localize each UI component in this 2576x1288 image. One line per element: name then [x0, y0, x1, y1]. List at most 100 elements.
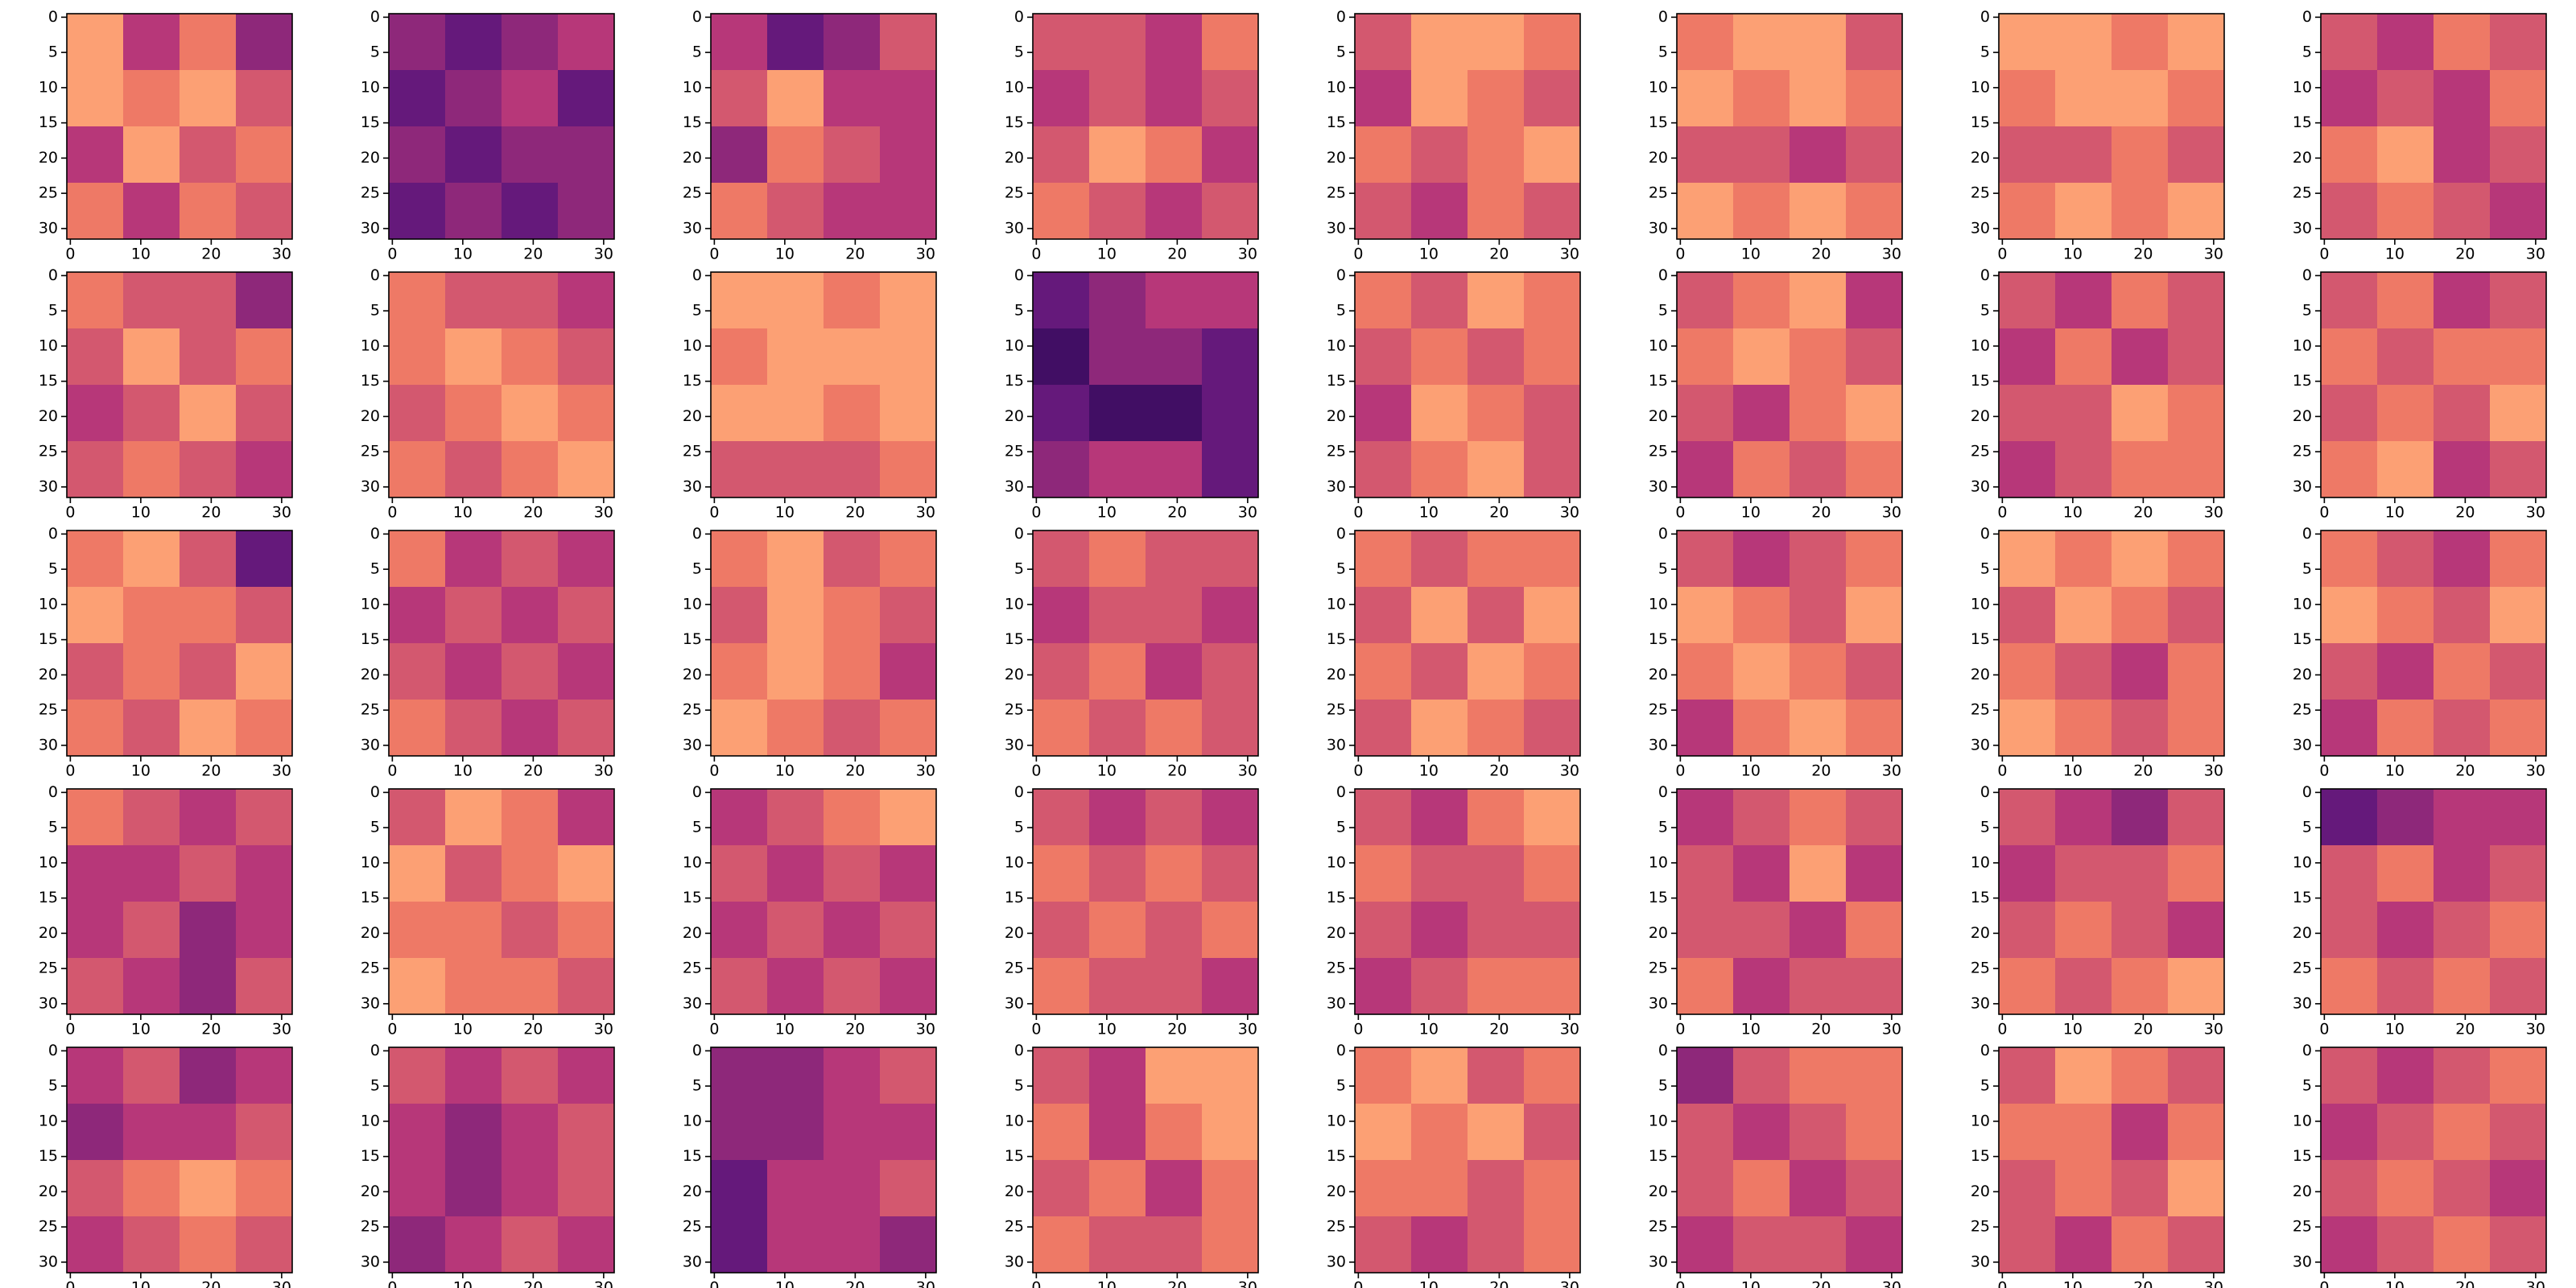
x-tick-label: 10 [2063, 1021, 2083, 1038]
heatmap-cell [2434, 1104, 2491, 1161]
heatmap-cell [767, 958, 824, 1015]
heatmap-cell [502, 14, 559, 71]
heatmap-cell [1790, 126, 1847, 184]
y-tick-label: 15 [1327, 889, 1346, 906]
x-tick-label: 30 [2204, 504, 2223, 522]
heatmap-cell [2055, 14, 2112, 71]
heatmap-cell [67, 958, 124, 1015]
heatmap-cell [767, 272, 824, 329]
axes-frame [2320, 271, 2547, 498]
x-tick-label: 0 [1353, 1279, 1363, 1288]
heatmap-cell [1677, 328, 1734, 386]
y-tick-label: 10 [1649, 595, 1668, 613]
heatmap-cell [2055, 1160, 2112, 1217]
heatmap-cell [2055, 845, 2112, 902]
heatmap-cell [2112, 845, 2169, 902]
heatmap-cell [2168, 789, 2225, 846]
heatmap-cell [1677, 1160, 1734, 1217]
heatmap-cell [445, 643, 502, 700]
heatmap-cell [1999, 70, 2056, 127]
y-tick-label: 20 [1971, 149, 1990, 167]
heatmap-cell [389, 328, 446, 386]
heatmap-cell [2112, 385, 2169, 442]
heatmap-cell [1524, 14, 1581, 71]
x-tick-label: 30 [2526, 1021, 2545, 1038]
y-tick-label: 5 [1658, 43, 1668, 61]
y-tick-label: 0 [48, 266, 58, 284]
heatmap-cell [1677, 587, 1734, 644]
y-tick-label: 25 [1327, 1218, 1346, 1236]
y-tick-label: 25 [39, 184, 58, 202]
heatmap-cell [1999, 700, 2056, 757]
y-tick-label: 0 [1336, 266, 1346, 284]
x-tick-label: 10 [1097, 1021, 1117, 1038]
heatmap-cell [236, 530, 293, 588]
y-tick-label: 10 [361, 1112, 380, 1129]
heatmap-cell [1411, 700, 1468, 757]
heatmap-cell [502, 441, 559, 498]
x-tick-label: 10 [2063, 762, 2083, 780]
axes-frame [1032, 788, 1259, 1015]
heatmap-cell [1033, 272, 1090, 329]
axes-frame [710, 788, 937, 1015]
heatmap-cell [236, 1160, 293, 1217]
heatmap-cell [2377, 14, 2434, 71]
heatmap-cell [1524, 272, 1581, 329]
x-tick-label: 20 [1489, 246, 1509, 263]
y-tick-label: 20 [683, 149, 702, 167]
heatmap-cell [824, 958, 881, 1015]
heatmap-cell [2434, 183, 2491, 240]
x-tick-label: 0 [387, 1279, 397, 1288]
heatmap-cell [180, 530, 237, 588]
heatmap-cell [180, 789, 237, 846]
y-tick-label: 20 [1649, 1183, 1668, 1200]
heatmap-cell [1524, 789, 1581, 846]
y-tick-label: 20 [1005, 666, 1024, 683]
heatmap-cell [1677, 441, 1734, 498]
y-tick-label: 0 [2302, 525, 2312, 543]
heatmap-cell [1202, 385, 1259, 442]
heatmap-cell [2377, 1216, 2434, 1274]
y-tick-label: 25 [1971, 1218, 1990, 1236]
heatmap-cell [2055, 587, 2112, 644]
y-tick-label: 25 [39, 1218, 58, 1236]
heatmap-cell [236, 183, 293, 240]
y-tick-label: 15 [683, 1147, 702, 1165]
heatmap-cell [2377, 902, 2434, 959]
heatmap-cell [767, 70, 824, 127]
y-tick-label: 10 [683, 336, 702, 354]
heatmap-cell [1677, 958, 1734, 1015]
heatmap-cell [1468, 1047, 1525, 1104]
heatmap-cell [236, 1047, 293, 1104]
y-tick-label: 30 [39, 994, 58, 1012]
y-tick-label: 5 [1658, 560, 1668, 578]
y-tick-label: 10 [1005, 853, 1024, 871]
heatmap-cell [2434, 328, 2491, 386]
x-tick-label: 30 [272, 762, 291, 780]
heatmap-cell [2434, 14, 2491, 71]
x-tick-label: 20 [2455, 504, 2475, 522]
x-tick-label: 20 [201, 1279, 221, 1288]
x-tick-label: 30 [1882, 1279, 1901, 1288]
heatmap-cell [880, 1216, 937, 1274]
heatmap-cell [2055, 126, 2112, 184]
y-tick-label: 30 [1649, 219, 1668, 237]
axes-frame [1998, 271, 2225, 498]
y-tick-label: 5 [1014, 43, 1024, 61]
heatmap-cell [711, 1047, 768, 1104]
heatmap-cell [2490, 530, 2547, 588]
axes-frame [66, 1046, 293, 1274]
axes-frame [1676, 13, 1903, 240]
heatmap-cell [1468, 70, 1525, 127]
y-tick-label: 0 [1014, 266, 1024, 284]
y-tick-label: 0 [1658, 266, 1668, 284]
heatmap-cell [1089, 1160, 1146, 1217]
heatmap-cell [2377, 272, 2434, 329]
y-tick-label: 0 [692, 1042, 702, 1059]
heatmap-cell [1790, 845, 1847, 902]
heatmap-cell [1089, 272, 1146, 329]
heatmap-cell [1089, 183, 1146, 240]
heatmap-cell [2490, 902, 2547, 959]
y-tick-label: 5 [692, 1077, 702, 1095]
